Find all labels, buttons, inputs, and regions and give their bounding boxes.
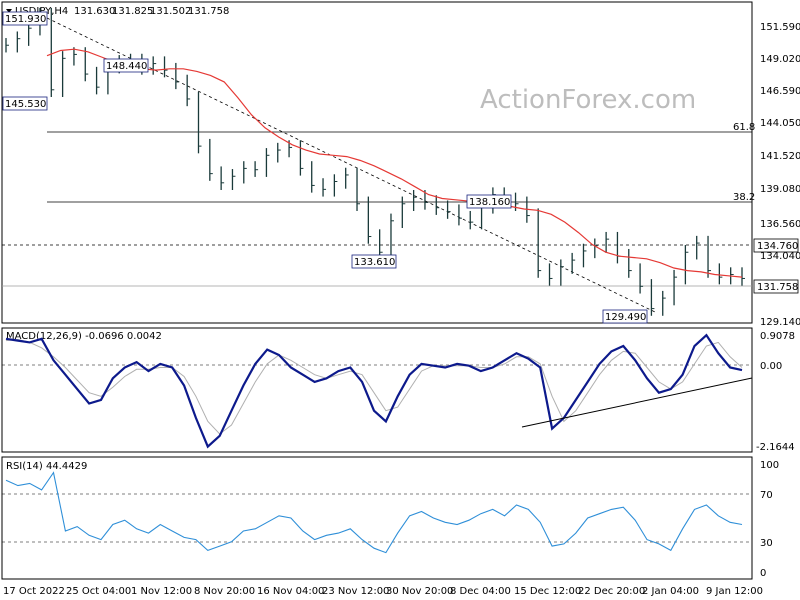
svg-text:145.530: 145.530	[5, 99, 46, 110]
annotation-129-490: 129.490	[602, 309, 648, 324]
x-tick-label: 9 Jan 12:00	[706, 586, 763, 597]
open-value: 131.630	[74, 6, 115, 17]
annotation-145-530: 145.530	[2, 96, 48, 111]
rsi-y-tick: 0	[760, 568, 766, 579]
x-tick-label: 22 Dec 20:00	[578, 586, 645, 597]
svg-text:133.610: 133.610	[354, 257, 395, 268]
svg-text:148.440: 148.440	[106, 61, 147, 72]
y-tick: 134.040	[760, 251, 800, 262]
y-tick: 129.140	[760, 317, 800, 328]
x-tick-label: 8 Nov 20:00	[194, 586, 255, 597]
macd-panel[interactable]	[1, 327, 753, 453]
annotation-151-930: 151.930	[2, 11, 48, 26]
x-tick-label: 2 Jan 04:00	[642, 586, 699, 597]
x-tick-label: 17 Oct 2022	[3, 586, 65, 597]
rsi-y-tick: 100	[760, 460, 779, 471]
svg-text:134.760: 134.760	[757, 241, 798, 252]
macd-title: MACD(12,26,9) -0.0696 0.0042	[6, 331, 162, 342]
x-tick-label: 23 Nov 12:00	[322, 586, 389, 597]
downtrend-line	[46, 17, 656, 313]
svg-text:131.758: 131.758	[757, 282, 798, 293]
current-price-box: 131.758	[753, 279, 799, 294]
svg-text:138.160: 138.160	[469, 197, 510, 208]
macd-support-trendline	[521, 377, 753, 428]
x-tick-label: 1 Nov 12:00	[131, 586, 192, 597]
y-tick: 141.520	[760, 151, 800, 162]
x-axis: 17 Oct 2022 25 Oct 04:00 1 Nov 12:00 8 N…	[3, 586, 763, 597]
rsi-panel[interactable]	[1, 456, 753, 580]
annotation-138-160: 138.160	[466, 194, 512, 209]
annotation-148-440: 148.440	[103, 58, 149, 73]
rsi-y-tick: 70	[760, 490, 773, 501]
low-value: 131.502	[150, 6, 191, 17]
close-value: 131.758	[188, 6, 229, 17]
level-box-134-760: 134.760	[753, 238, 799, 253]
rsi-y-tick: 30	[760, 538, 773, 549]
svg-text:129.490: 129.490	[605, 312, 646, 323]
x-tick-label: 16 Nov 04:00	[257, 586, 324, 597]
x-tick-label: 30 Nov 20:00	[386, 586, 453, 597]
y-tick: 136.560	[760, 219, 800, 230]
high-value: 131.825	[112, 6, 153, 17]
macd-main-line	[5, 333, 743, 449]
annotation-133-610: 133.610	[351, 254, 397, 269]
macd-y-tick: 0.00	[760, 361, 782, 372]
price-panel[interactable]	[1, 1, 753, 324]
x-tick-label: 15 Dec 12:00	[514, 586, 581, 597]
y-tick: 146.590	[760, 86, 800, 97]
rsi-title: RSI(14) 44.4429	[6, 461, 87, 472]
x-tick-label: 25 Oct 04:00	[66, 586, 131, 597]
macd-y-tick: 0.9078	[760, 331, 795, 342]
y-tick: 139.080	[760, 184, 800, 195]
y-tick: 144.050	[760, 118, 800, 129]
rsi-line	[5, 471, 743, 554]
dropdown-triangle-icon[interactable]	[6, 9, 12, 13]
macd-y-tick: -2.1644	[756, 442, 795, 453]
macd-signal-line	[5, 338, 743, 435]
price-y-axis: 151.590 149.020 146.590 144.050 141.520 …	[760, 22, 800, 328]
fib-38-2-label: 38.2	[733, 192, 755, 203]
symbol-label: USDJPY,H4	[15, 6, 68, 17]
x-tick-label: 8 Dec 04:00	[450, 586, 511, 597]
y-tick: 151.590	[760, 22, 800, 33]
y-tick: 149.020	[760, 54, 800, 65]
moving-average-line	[46, 48, 743, 278]
watermark: ActionForex.com	[480, 85, 696, 115]
fib-61-8-label: 61.8	[733, 122, 755, 133]
svg-text:151.930: 151.930	[5, 14, 46, 25]
